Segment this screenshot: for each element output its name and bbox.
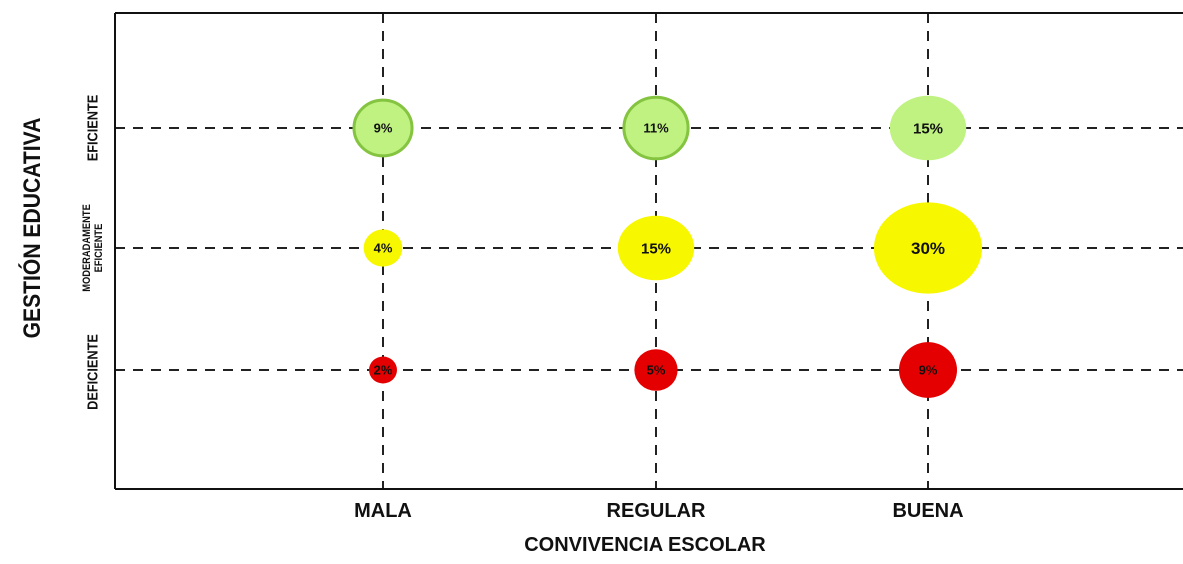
bubble-data-label: 9% (374, 121, 393, 136)
y-tick-label-2: EFICIENTE (83, 95, 100, 162)
bubble-regular-0 (634, 349, 678, 391)
bubble-regular-1 (617, 215, 695, 281)
y-tick-label-0: DEFICIENTE (83, 334, 100, 410)
bubble-data-label: 2% (374, 363, 393, 378)
y-tick-label-line: DEFICIENTE (83, 334, 100, 410)
x-tick-label-regular: REGULAR (607, 500, 706, 522)
y-tick-label-line: EFICIENTE (93, 223, 105, 272)
bubble-data-label: 15% (913, 120, 943, 137)
bubble-data-label: 4% (374, 241, 393, 256)
bubble-data-label: 5% (647, 363, 666, 378)
bubble-mala-1 (363, 229, 403, 267)
x-tick-label-buena: BUENA (892, 500, 963, 522)
y-tick-label-line: MODERADAMENTE (81, 204, 93, 292)
bubble-buena-0 (898, 342, 958, 398)
y-tick-label-line: EFICIENTE (83, 95, 100, 162)
bubble-data-label: 9% (919, 363, 938, 378)
bubble-data-label: 11% (643, 121, 669, 136)
bubble-buena-1 (873, 202, 983, 294)
bubble-mala-2 (352, 98, 414, 158)
bubble-data-label: 15% (641, 240, 671, 257)
y-tick-label-1: MODERADAMENTE EFICIENTE (81, 204, 105, 292)
x-tick-label-mala: MALA (354, 500, 412, 522)
bubbles (352, 95, 983, 398)
bubble-buena-2 (889, 95, 967, 161)
y-axis-title: GESTIÓN EDUCATIVA (19, 118, 46, 339)
bubble-data-label: 30% (911, 239, 945, 258)
x-axis-title: CONVIVENCIA ESCOLAR (524, 534, 766, 556)
plot-axes (114, 12, 1183, 490)
bubble-regular-2 (622, 95, 690, 161)
bubble-mala-0 (369, 356, 397, 384)
